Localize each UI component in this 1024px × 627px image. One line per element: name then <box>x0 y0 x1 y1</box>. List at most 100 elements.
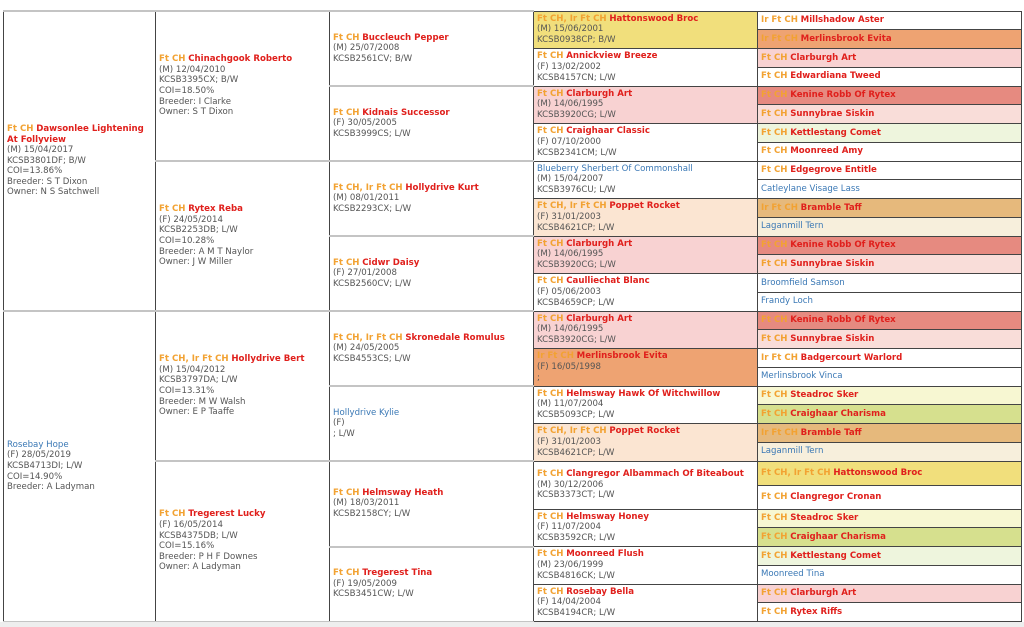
dog-title: Ft CH <box>761 146 788 157</box>
dog-name-link[interactable]: Merlinsbrook Evita <box>800 33 892 44</box>
pedigree-row: Ir Ft CH Merlinsbrook Evita (F) 16/05/199… <box>4 348 1022 387</box>
dog-title: Ft CH <box>7 123 34 134</box>
dog-name-link[interactable]: Kettlestang Comet <box>790 550 881 561</box>
dog-name-link[interactable]: Caulliechat Blanc <box>566 276 650 287</box>
dog-name-link[interactable]: Catleylane Visage Lass <box>761 183 860 194</box>
dog-name-link[interactable]: Kenine Robb Of Rytex <box>790 90 896 101</box>
dog-name-link[interactable]: Dawsonlee Lightening At Follyview <box>7 123 144 145</box>
dog-name-link[interactable]: Edwardiana Tweed <box>790 71 881 82</box>
dog-name-link[interactable]: Helmsway Hawk Of Witchwillow <box>566 388 721 399</box>
dog-name-link[interactable]: Rytex Riffs <box>790 606 843 617</box>
dog-detail: Breeder: A Ladyman <box>7 482 95 493</box>
dog-name-link[interactable]: Hollydrive Kurt <box>405 182 479 193</box>
dog-name-link[interactable]: Laganmill Tern <box>761 221 824 232</box>
dog-name-link[interactable]: Moonreed Tina <box>761 569 825 580</box>
dog-detail: (F) 05/06/2003 <box>537 286 601 297</box>
gen5-dog-cell: Ir Ft CH Bramble Taff <box>757 423 1022 443</box>
dog-name-link[interactable]: Clarburgh Art <box>566 88 633 99</box>
dog-name-link[interactable]: Annickview Breeze <box>566 51 658 62</box>
dog-name-link[interactable]: Steadroc Sker <box>790 513 859 524</box>
dog-name-link[interactable]: Merlinsbrook Vinca <box>761 371 843 382</box>
dog-name-link[interactable]: Craighaar Charisma <box>790 531 886 542</box>
dog-name-link[interactable]: Moonreed Flush <box>566 549 644 560</box>
dog-detail: (F) 30/05/2005 <box>333 118 397 129</box>
dog-name-link[interactable]: Kidnais Successor <box>362 107 450 118</box>
gen3-dog-cell: Ft CH Cidwr Daisy (F) 27/01/2008 KCSB2560C… <box>329 235 534 312</box>
dog-name-link[interactable]: Tregerest Lucky <box>188 509 266 520</box>
dog-name-link[interactable]: Clangregor Cronan <box>790 491 882 502</box>
dog-name-link[interactable]: Blueberry Sherbert Of Commonshall <box>537 163 693 174</box>
dog-detail: KCSB2341CM; L/W <box>537 147 617 158</box>
dog-title: Ft CH <box>761 491 788 502</box>
gen5-dog-cell: Ft CH Sunnybrae Siskin <box>757 329 1022 349</box>
gen5-dog-cell: Ft CH Kettlestang Comet <box>757 123 1022 143</box>
dog-name-link[interactable]: Buccleuch Pepper <box>362 32 449 43</box>
dog-name-link[interactable]: Poppet Rocket <box>609 426 680 437</box>
gen4-dog-cell: Ft CH, Ir Ft CH Poppet Rocket (F) 31/01/2… <box>533 198 758 237</box>
dog-name-link[interactable]: Hattonswood Broc <box>609 13 699 24</box>
gen4-dog-cell: Ir Ft CH Merlinsbrook Evita (F) 16/05/199… <box>533 348 758 387</box>
dog-name-link[interactable]: Frandy Loch <box>761 296 813 307</box>
dog-detail: KCSB3920CG; L/W <box>537 110 616 121</box>
gen5-dog-cell: Ir Ft CH Merlinsbrook Evita <box>757 29 1022 49</box>
dog-name-link[interactable]: Chinachgook Roberto <box>188 54 293 65</box>
dog-name-link[interactable]: Tregerest Tina <box>362 568 433 579</box>
dog-detail: (M) 24/05/2005 <box>333 343 400 354</box>
dog-name-link[interactable]: Bramble Taff <box>800 202 862 213</box>
dog-name-link[interactable]: Kenine Robb Of Rytex <box>790 315 896 326</box>
pedigree-row: Ft CH Clangregor Cronan <box>4 484 1022 510</box>
gen4-dog-cell: Ft CH Clarburgh Art (M) 14/06/1995 KCSB392… <box>533 310 758 349</box>
dog-name-link[interactable]: Clarburgh Art <box>790 52 857 63</box>
gen5-dog-cell: Ft CH Edgegrove Entitle <box>757 160 1022 181</box>
dog-name-link[interactable]: Badgercourt Warlord <box>800 352 903 363</box>
dog-name-link[interactable]: Craighaar Classic <box>566 126 650 137</box>
dog-name-link[interactable]: Rosebay Hope <box>7 439 69 450</box>
gen2-dog-cell: Ft CH Rytex Reba (F) 24/05/2014 KCSB2253DB… <box>155 160 330 312</box>
dog-name-link[interactable]: Sunnybrae Siskin <box>790 108 875 119</box>
dog-name-link[interactable]: Bramble Taff <box>800 427 862 438</box>
dog-name-link[interactable]: Hattonswood Broc <box>833 467 923 478</box>
dog-name-link[interactable]: Clarburgh Art <box>566 313 633 324</box>
dog-name-link[interactable]: Rosebay Bella <box>566 586 635 597</box>
dog-name-link[interactable]: Clarburgh Art <box>566 238 633 249</box>
dog-detail: COI=15.16% <box>159 541 215 552</box>
dog-name-link[interactable]: Sunnybrae Siskin <box>790 333 875 344</box>
gen5-dog-cell: Ft CH Clangregor Cronan <box>757 484 1022 510</box>
dog-name-link[interactable]: Helmsway Heath <box>362 487 444 498</box>
pedigree-row: Ft CH Kidnais Successor (F) 30/05/2005 KCS… <box>4 85 1022 162</box>
dog-name-link[interactable]: Hollydrive Bert <box>231 354 305 365</box>
dog-name-link[interactable]: Cidwr Daisy <box>362 257 420 268</box>
gen5-dog-cell: Catleylane Visage Lass <box>757 179 1022 199</box>
dog-name-link[interactable]: Kettlestang Comet <box>790 127 881 138</box>
dog-detail: Breeder: P H F Downes <box>159 551 258 562</box>
dog-detail: KCSB0938CP; B/W <box>537 35 616 46</box>
dog-name-link[interactable]: Craighaar Charisma <box>790 408 886 419</box>
dog-name-link[interactable]: Clarburgh Art <box>790 588 857 599</box>
pedigree-row: Ft CH Craighaar Classic (F) 07/10/2000 KCS… <box>4 123 1022 162</box>
dog-name-link[interactable]: Rytex Reba <box>188 204 243 215</box>
dog-name-link[interactable]: Steadroc Sker <box>790 390 859 401</box>
dog-detail: (M) 14/06/1995 <box>537 324 604 335</box>
dog-name-link[interactable]: Kenine Robb Of Rytex <box>790 240 896 251</box>
gen4-dog-cell: Ft CH Caulliechat Blanc (F) 05/06/2003 KCS… <box>533 273 758 312</box>
dog-title: Ft CH <box>761 550 788 561</box>
dog-title: Ft CH <box>761 606 788 617</box>
dog-name-link[interactable]: Skronedale Romulus <box>405 332 505 343</box>
dog-name-link[interactable]: Laganmill Tern <box>761 446 824 457</box>
gen5-dog-cell: Ir Ft CH Millshadow Aster <box>757 10 1022 31</box>
dog-title: Ft CH <box>761 165 788 176</box>
dog-detail: KCSB2560CV; L/W <box>333 278 412 289</box>
dog-name-link[interactable]: Hollydrive Kylie <box>333 407 400 418</box>
dog-name-link[interactable]: Edgegrove Entitle <box>790 165 877 176</box>
dog-name-link[interactable]: Poppet Rocket <box>609 201 680 212</box>
dog-name-link[interactable]: Sunnybrae Siskin <box>790 258 875 269</box>
dog-name-link[interactable]: Millshadow Aster <box>800 15 884 26</box>
dog-name-link[interactable]: Clangregor Albammach Of Biteabout <box>566 469 744 480</box>
gen5-dog-cell: Ft CH Kenine Robb Of Rytex <box>757 85 1022 106</box>
gen1-dog-cell: Rosebay Hope (F) 28/05/2019 KCSB4713DI; L/… <box>3 310 156 623</box>
dog-name-link[interactable]: Helmsway Honey <box>566 511 649 522</box>
dog-name-link[interactable]: Broomfield Samson <box>761 277 845 288</box>
dog-name-link[interactable]: Moonreed Amy <box>790 146 863 157</box>
dog-title: Ft CH <box>761 408 788 419</box>
dog-name-link[interactable]: Merlinsbrook Evita <box>576 351 668 362</box>
